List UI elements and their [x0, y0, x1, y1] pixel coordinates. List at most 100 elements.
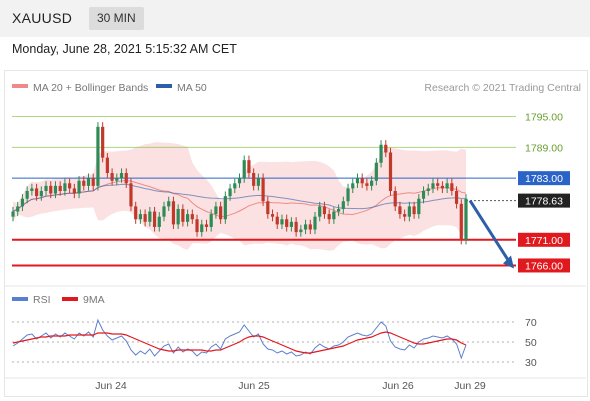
candle-body [167, 201, 171, 207]
candle-body [223, 196, 227, 220]
candle-body [421, 191, 426, 199]
candle-body [370, 180, 374, 186]
candle-body [105, 157, 109, 174]
rsi-tick-label: 30 [525, 357, 537, 369]
support-tag [518, 232, 570, 247]
rsi-line [12, 318, 467, 360]
candle-body [152, 211, 157, 227]
candle-body [91, 178, 95, 186]
candle-body [436, 183, 440, 186]
candle-body [44, 185, 48, 191]
candle-body [294, 221, 298, 233]
candle-body [403, 214, 407, 217]
candle-body [176, 208, 180, 225]
arrow-shaft [468, 199, 511, 263]
candle-body [303, 224, 308, 230]
arrow-head [503, 255, 514, 269]
candle-body [11, 211, 15, 217]
candle-body [237, 178, 242, 184]
candle-body [336, 208, 341, 212]
candle-body [318, 206, 322, 217]
ma20-legend-label: MA 20 + Bollinger Bands [33, 82, 148, 94]
candle-body [285, 219, 289, 227]
candle-body [412, 206, 416, 215]
ma20-legend-swatch [12, 84, 28, 88]
candle-body [459, 203, 463, 240]
candle-body [299, 229, 303, 233]
bollinger-bands [12, 142, 467, 251]
credit-text: Research © 2021 Trading Central [424, 82, 581, 94]
ma50-legend-label: MA 50 [177, 82, 207, 94]
candle-body [185, 214, 190, 222]
candle-body [261, 178, 265, 202]
candle-body [200, 224, 204, 233]
candle-body [445, 183, 449, 189]
candle-body [214, 206, 218, 215]
candle-body [454, 191, 459, 204]
candle-body [209, 214, 213, 227]
candle-body [148, 211, 152, 222]
candle-body [96, 126, 100, 186]
ma9-line [12, 331, 467, 354]
candle-body [138, 214, 143, 220]
candle-body [289, 221, 294, 227]
candle-body [379, 144, 383, 163]
level-labels: 1795.00 1789.00 1783.00 1778.63 1771.00 1766.… [518, 112, 570, 273]
candle-body [134, 206, 138, 220]
candle-body [256, 178, 260, 186]
candle-body [124, 173, 128, 184]
rsi-legend-label: RSI [33, 294, 51, 306]
candles [11, 122, 468, 245]
symbol-label: XAUUSD [12, 10, 73, 26]
x-tick-label: Jun 29 [454, 380, 486, 392]
timestamp: Monday, June 28, 2021 5:15:32 AM CET [12, 42, 237, 56]
candle-body [280, 219, 284, 225]
current-price-tag [518, 193, 570, 208]
x-tick-label: Jun 25 [238, 380, 270, 392]
forecast-arrow [468, 199, 514, 269]
candle-body [440, 185, 445, 189]
ma50-legend-swatch [156, 84, 172, 88]
candle-body [25, 191, 29, 199]
candle-body [388, 152, 393, 191]
candle-body [49, 185, 53, 194]
candle-body [275, 216, 279, 225]
candle-body [30, 188, 34, 191]
candle-body [63, 183, 67, 191]
candle-body [464, 198, 468, 240]
candle-body [101, 126, 105, 158]
candle-body [129, 183, 133, 207]
candle-body [204, 224, 209, 227]
candle-body [346, 188, 350, 202]
ma50-line [12, 183, 467, 212]
candle-body [360, 178, 364, 184]
candle-body [341, 201, 345, 209]
candle-body [119, 173, 124, 179]
candle-body [327, 214, 331, 220]
candle-body [171, 201, 176, 225]
rsi-legend: RSI 9MA [12, 294, 105, 306]
candle-body [242, 160, 246, 179]
candle-body [39, 191, 43, 197]
resistance-label: 1789.00 [525, 142, 563, 154]
candle-body [252, 173, 256, 186]
support-label: 1766.00 [525, 260, 563, 272]
candle-body [53, 185, 58, 194]
timeframe-button[interactable]: 30 MIN [89, 7, 144, 30]
candle-body [82, 180, 86, 186]
chart-panel [4, 70, 588, 397]
candle-body [266, 201, 270, 215]
candle-body [58, 185, 62, 191]
support-label: 1771.00 [525, 235, 563, 247]
rsi-pane: 70 50 30 [4, 317, 586, 379]
price-legend: MA 20 + Bollinger Bands MA 50 [12, 82, 207, 94]
candle-body [426, 188, 430, 191]
candle-body [228, 188, 232, 197]
candle-body [398, 206, 402, 215]
candle-body [417, 198, 421, 215]
candle-body [365, 183, 369, 186]
candle-body [393, 191, 397, 207]
candle-body [34, 188, 39, 197]
candle-body [115, 178, 119, 181]
